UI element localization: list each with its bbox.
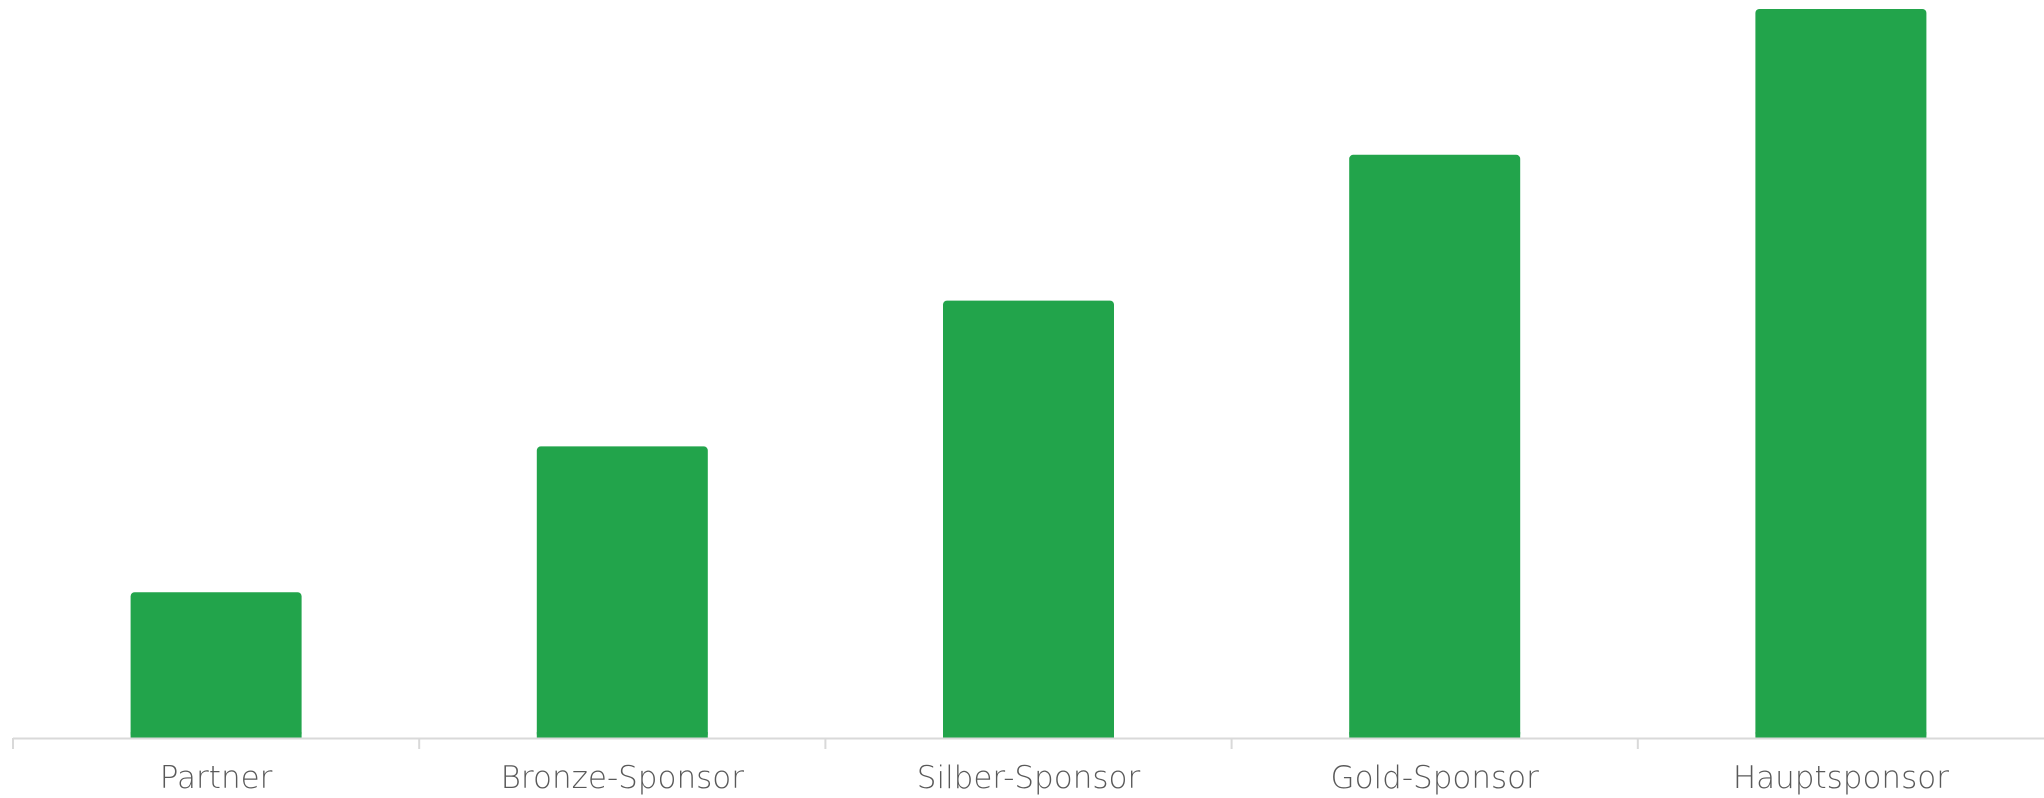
x-tick-label: Partner [160,760,273,796]
x-tick-label: Silber-Sponsor [917,760,1141,796]
bar-base-fill [943,732,1114,738]
x-tick-label: Gold-Sponsor [1331,760,1540,796]
bar-partner [130,592,302,738]
bar-base-fill [1755,732,1927,738]
x-axis [12,737,2044,749]
x-tick-label: Hauptsponsor [1733,760,1949,796]
bar-bronze-sponsor [536,446,708,738]
x-tick-label: Bronze-Sponsor [501,760,745,796]
bar-base-fill [1349,732,1521,738]
bar-hauptsponsor [1755,9,1927,738]
bar-gold-sponsor [1349,154,1521,739]
bar-silber-sponsor [943,300,1114,738]
bar-base-fill [536,732,708,738]
bars-group [130,9,1927,739]
bar-base-fill [130,732,302,738]
x-axis-tick-labels: Partner Bronze-Sponsor Silber-Sponsor Gold-… [160,760,1949,796]
